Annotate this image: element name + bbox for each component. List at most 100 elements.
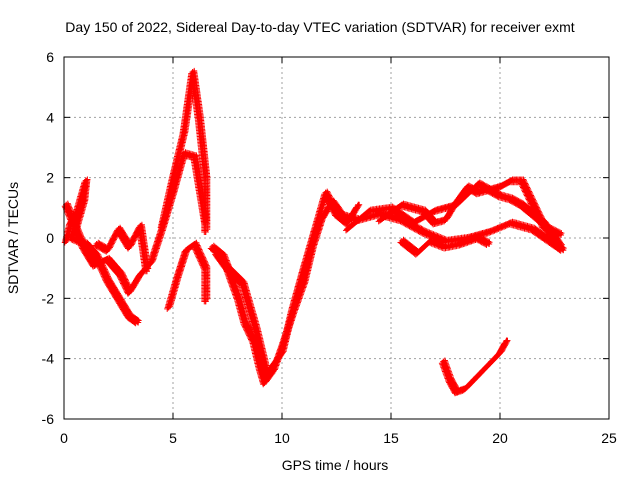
data-point xyxy=(414,250,421,257)
data-point xyxy=(239,280,246,287)
data-point xyxy=(427,238,434,245)
data-point xyxy=(183,247,190,254)
data-point xyxy=(398,201,405,208)
data-point xyxy=(475,189,482,196)
data-series xyxy=(61,67,567,397)
data-point xyxy=(115,225,122,232)
grid-lines xyxy=(64,57,609,419)
data-point xyxy=(137,271,144,278)
data-point xyxy=(241,319,248,326)
data-point xyxy=(126,289,133,296)
data-point xyxy=(333,210,340,217)
data-point xyxy=(191,153,198,160)
data-point xyxy=(488,358,495,365)
data-point xyxy=(213,250,220,257)
series-sat-f xyxy=(164,239,211,312)
data-point xyxy=(117,271,124,278)
data-point xyxy=(497,192,503,199)
data-point xyxy=(446,376,453,383)
data-point xyxy=(442,216,449,223)
data-point xyxy=(420,207,427,214)
data-point xyxy=(507,177,514,184)
data-point xyxy=(366,207,373,214)
chart-title: Day 150 of 2022, Sidereal Day-to-day VTE… xyxy=(65,19,575,35)
data-point xyxy=(224,265,231,272)
data-point xyxy=(80,198,87,205)
data-point xyxy=(313,219,320,226)
data-point xyxy=(486,228,493,235)
data-point xyxy=(507,219,514,226)
data-point xyxy=(560,247,567,254)
data-point xyxy=(165,304,172,311)
data-point xyxy=(174,274,181,281)
data-point xyxy=(503,337,510,344)
series-markers xyxy=(61,149,211,297)
data-point xyxy=(104,247,111,254)
data-point xyxy=(74,207,81,214)
x-tick-label: 0 xyxy=(60,430,68,446)
series-sat-k xyxy=(375,176,565,239)
data-point xyxy=(202,265,209,272)
series-sat-e xyxy=(157,67,211,235)
data-point xyxy=(300,265,307,272)
series-sat-m xyxy=(438,337,511,397)
x-tick-label: 10 xyxy=(274,430,290,446)
data-point xyxy=(431,219,438,226)
data-point xyxy=(82,241,89,248)
x-tick-label: 5 xyxy=(169,430,177,446)
data-point xyxy=(135,319,142,326)
data-point xyxy=(180,129,187,136)
data-point xyxy=(126,313,133,320)
data-point xyxy=(453,198,460,205)
data-point xyxy=(279,349,285,356)
data-point xyxy=(126,244,133,251)
data-point xyxy=(104,256,111,263)
y-axis-label: SDTVAR / TECUs xyxy=(5,181,21,295)
data-point xyxy=(252,325,259,332)
data-point xyxy=(115,295,122,302)
data-point xyxy=(440,358,447,365)
data-point xyxy=(462,385,469,392)
data-point xyxy=(558,231,565,238)
data-point xyxy=(159,222,166,229)
data-point xyxy=(263,370,270,377)
data-point xyxy=(322,189,329,196)
data-point xyxy=(431,207,438,214)
data-point xyxy=(558,244,565,251)
series-sat-d xyxy=(92,221,152,275)
data-point xyxy=(420,228,427,235)
data-point xyxy=(409,219,416,226)
data-point xyxy=(71,222,78,229)
data-point xyxy=(289,304,296,311)
data-point xyxy=(82,177,89,184)
data-point xyxy=(453,388,460,395)
data-point xyxy=(202,228,209,235)
data-point xyxy=(479,367,486,374)
y-tick-label: 0 xyxy=(46,230,54,246)
data-point xyxy=(143,268,150,275)
data-point xyxy=(196,114,203,121)
data-point xyxy=(344,225,351,232)
data-point xyxy=(529,225,536,232)
x-tick-label: 15 xyxy=(383,430,399,446)
series-sat-c xyxy=(68,233,142,327)
x-tick-label: 20 xyxy=(492,430,508,446)
data-point xyxy=(209,244,216,251)
data-point xyxy=(457,241,464,248)
data-point xyxy=(540,222,547,229)
data-point xyxy=(189,69,196,76)
series-sat-l xyxy=(397,233,493,258)
data-point xyxy=(202,298,209,305)
data-point xyxy=(93,253,100,260)
data-point xyxy=(377,216,384,223)
data-point xyxy=(191,241,198,248)
plot-frame xyxy=(63,56,610,420)
data-point xyxy=(475,180,482,187)
data-point xyxy=(518,177,525,184)
data-point xyxy=(398,238,405,245)
data-point xyxy=(486,241,493,248)
data-point xyxy=(497,183,503,190)
data-point xyxy=(235,295,242,302)
data-point xyxy=(518,201,525,208)
